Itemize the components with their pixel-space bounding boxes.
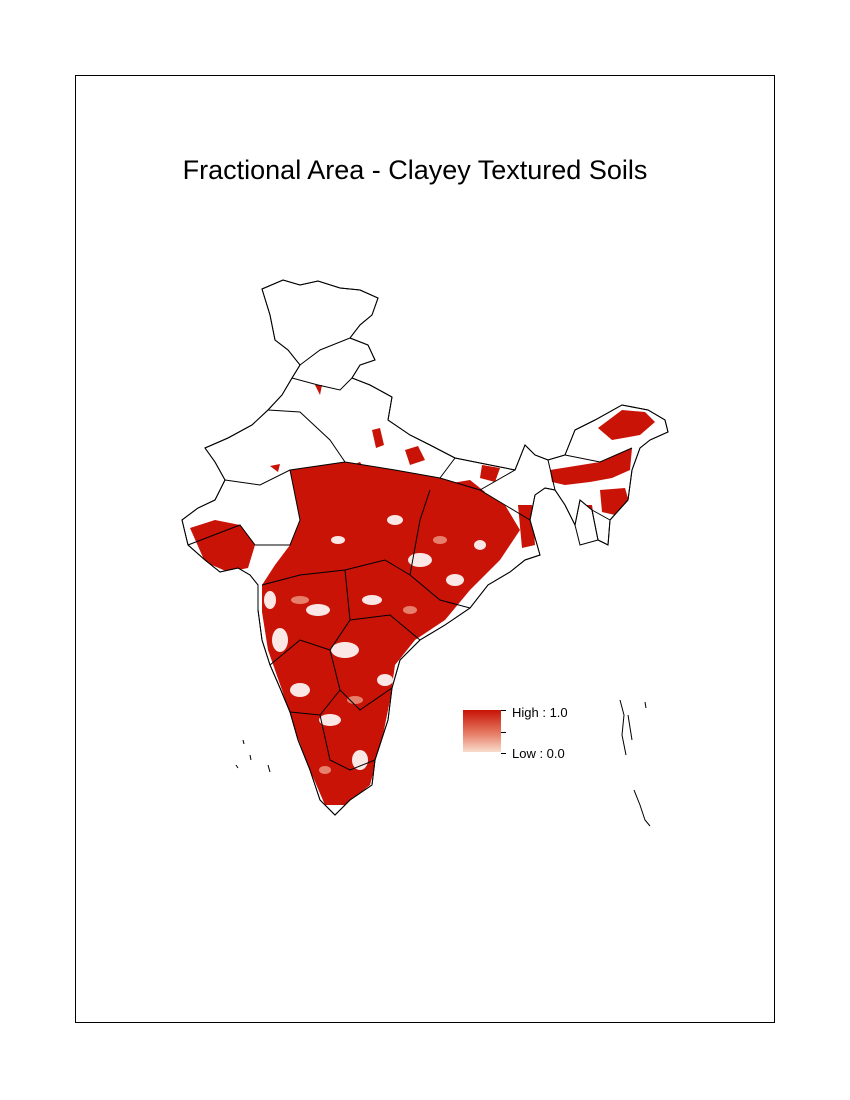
legend-low-label: Low : 0.0 [512, 746, 565, 761]
legend-tick-low [501, 753, 506, 754]
map-title: Fractional Area - Clayey Textured Soils [182, 155, 648, 185]
legend-tick-high [501, 710, 506, 711]
legend-color-ramp [463, 710, 501, 752]
clay-fraction-layer [190, 385, 655, 805]
legend-high-label: High : 1.0 [512, 705, 568, 720]
island-outlines [235, 699, 651, 827]
state-boundaries [181, 279, 669, 816]
legend-tick-mid [501, 732, 506, 733]
legend-ticks [501, 710, 507, 754]
